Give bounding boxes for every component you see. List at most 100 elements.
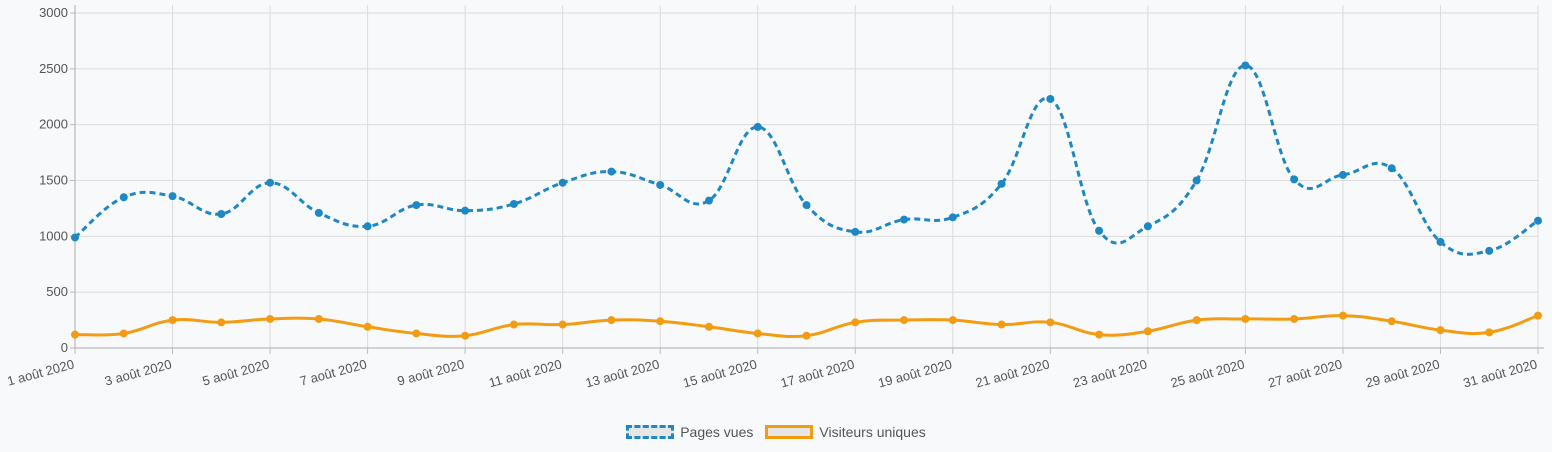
legend-label-visiteurs-uniques: Visiteurs uniques [819,424,926,440]
series-point-1[interactable] [363,322,372,331]
series-point-1[interactable] [509,320,518,329]
series-point-0[interactable] [558,178,567,187]
x-tick-label: 5 août 2020 [201,356,271,388]
legend-swatch-pages-vues [626,425,675,439]
y-tick-label: 1500 [39,173,68,188]
series-line-0 [74,63,1539,256]
series-point-0[interactable] [217,210,226,218]
x-tick-label: 23 août 2020 [1071,356,1148,390]
series-point-0[interactable] [704,196,713,205]
legend-label-pages-vues: Pages vues [680,424,754,440]
series-point-0[interactable] [851,227,860,236]
y-tick-label: 0 [61,340,68,355]
series-point-1[interactable] [71,330,79,339]
series-point-1[interactable] [1290,314,1299,323]
series-point-1[interactable] [753,329,762,338]
series-point-1[interactable] [1095,330,1104,339]
series-point-1[interactable] [1387,317,1396,326]
series-point-0[interactable] [900,215,909,224]
series-point-1[interactable] [1192,316,1201,325]
series-point-0[interactable] [802,201,811,210]
series-point-1[interactable] [558,320,567,329]
series-point-0[interactable] [1241,61,1250,70]
series-point-1[interactable] [217,318,226,327]
x-tick-label: 19 août 2020 [876,356,953,390]
series-point-0[interactable] [1485,246,1494,255]
series-point-1[interactable] [119,329,128,338]
series-point-0[interactable] [948,213,957,222]
series-lines [74,63,1539,339]
series-point-1[interactable] [948,316,957,325]
series-point-1[interactable] [1436,326,1445,335]
x-tick-label: 13 août 2020 [584,356,661,390]
y-tick-label: 500 [46,284,68,299]
series-point-0[interactable] [71,233,79,242]
x-axis-ticks: 1 août 2020 3 août 2020 5 août 2020 7 août … [6,348,1539,391]
series-point-1[interactable] [607,316,616,325]
series-point-0[interactable] [509,199,518,208]
series-point-0[interactable] [1143,222,1152,231]
series-point-0[interactable] [363,222,372,231]
series-point-1[interactable] [461,331,470,340]
legend-swatch-visiteurs-uniques [765,425,814,439]
series-points [71,61,1542,340]
series-point-0[interactable] [412,201,421,210]
series-point-1[interactable] [266,314,275,323]
series-point-1[interactable] [314,314,323,323]
series-point-0[interactable] [1436,237,1445,246]
series-point-1[interactable] [1046,318,1055,327]
x-tick-label: 27 août 2020 [1267,356,1344,390]
grid-lines [74,5,1539,349]
series-point-0[interactable] [461,206,470,215]
series-point-1[interactable] [412,329,421,338]
series-point-1[interactable] [997,320,1006,329]
series-point-0[interactable] [266,178,275,187]
series-point-0[interactable] [656,180,665,189]
x-tick-label: 21 août 2020 [974,356,1051,390]
series-point-1[interactable] [1485,328,1494,337]
series-point-0[interactable] [1338,170,1347,179]
series-point-0[interactable] [1095,226,1104,235]
x-tick-label: 11 août 2020 [487,356,563,390]
x-tick-label: 25 août 2020 [1169,356,1246,390]
series-point-1[interactable] [1241,314,1250,323]
x-tick-label: 3 août 2020 [103,356,173,388]
series-point-1[interactable] [900,316,909,325]
x-tick-label: 9 août 2020 [396,356,466,388]
series-point-0[interactable] [1290,175,1299,184]
legend-item-visiteurs-uniques[interactable]: Visiteurs uniques [765,424,926,440]
series-point-0[interactable] [119,193,128,202]
series-point-1[interactable] [1534,311,1542,320]
series-point-0[interactable] [997,179,1006,188]
series-point-1[interactable] [704,322,713,331]
series-point-1[interactable] [802,331,811,340]
x-tick-label: 1 août 2020 [6,356,76,388]
x-tick-label: 29 août 2020 [1364,356,1441,390]
line-chart: 0 500 1000 1500 2000 2500 3000 1 août 2020 3 ao… [6,5,1544,391]
series-point-0[interactable] [168,192,177,201]
legend-item-pages-vues[interactable]: Pages vues [626,424,753,440]
series-point-0[interactable] [1046,94,1055,103]
x-tick-label: 15 août 2020 [681,356,758,390]
series-point-0[interactable] [1534,216,1542,225]
series-point-1[interactable] [656,317,665,326]
series-point-1[interactable] [851,318,860,327]
x-tick-label: 31 août 2020 [1462,356,1539,390]
y-tick-label: 1000 [39,228,68,243]
series-point-1[interactable] [168,316,177,325]
series-point-1[interactable] [1143,327,1152,336]
series-point-0[interactable] [607,167,616,176]
x-tick-label: 7 août 2020 [298,356,368,388]
y-tick-label: 2000 [39,117,68,132]
axes [70,5,1544,349]
series-point-0[interactable] [1387,164,1396,173]
series-point-1[interactable] [1338,311,1347,320]
series-point-0[interactable] [1192,176,1201,185]
series-point-0[interactable] [753,122,762,131]
series-point-0[interactable] [314,208,323,217]
y-tick-label: 2500 [39,61,68,76]
y-axis-ticks: 0 500 1000 1500 2000 2500 3000 [39,5,75,355]
x-tick-label: 17 août 2020 [779,356,856,390]
legend: Pages vues Visiteurs uniques [0,424,1552,440]
y-tick-label: 3000 [39,5,68,20]
